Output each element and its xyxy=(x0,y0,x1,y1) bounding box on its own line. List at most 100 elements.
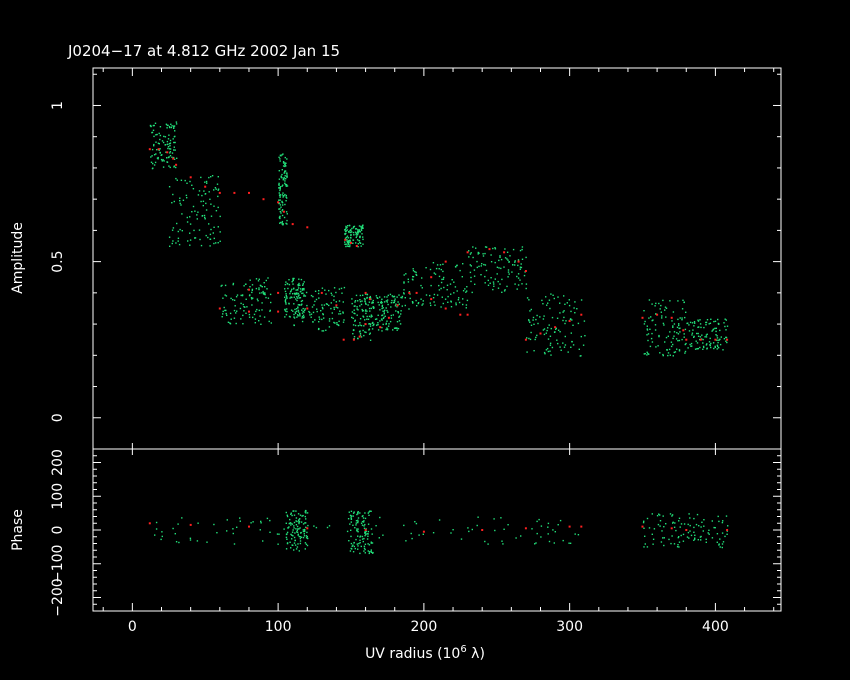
amplitude-data-point xyxy=(362,227,364,229)
phase-data-point xyxy=(695,523,698,526)
amplitude-data-point xyxy=(155,134,157,136)
amplitude-data-point xyxy=(168,236,171,238)
amplitude-data-point xyxy=(152,162,154,165)
amplitude-data-point xyxy=(254,322,256,324)
amplitude-data-point xyxy=(241,294,244,297)
amplitude-data-point xyxy=(230,297,232,300)
phase-data-point xyxy=(671,535,673,537)
amplitude-data-point xyxy=(689,321,692,324)
amplitude-data-point xyxy=(167,143,169,145)
amplitude-model-point xyxy=(466,251,469,254)
amplitude-data-point xyxy=(160,158,163,161)
amplitude-data-point xyxy=(390,306,392,308)
amplitude-data-point xyxy=(279,158,281,160)
amplitude-data-point xyxy=(441,296,443,298)
phase-data-point xyxy=(216,532,218,534)
amplitude-data-point xyxy=(340,287,343,290)
phase-model-point xyxy=(726,529,729,531)
amplitude-data-point xyxy=(333,321,335,324)
amplitude-data-point xyxy=(267,297,270,299)
amplitude-data-point xyxy=(279,221,282,224)
amplitude-data-point xyxy=(664,306,667,308)
amplitude-data-point xyxy=(360,303,363,306)
amplitude-data-point xyxy=(350,234,352,236)
phase-data-point xyxy=(644,535,646,537)
amplitude-data-point xyxy=(338,288,341,290)
phase-data-point xyxy=(368,511,370,513)
amplitude-model-point xyxy=(408,291,411,294)
amplitude-data-point xyxy=(359,241,361,244)
amplitude-data-point xyxy=(285,294,287,297)
amplitude-data-point xyxy=(302,314,305,316)
amplitude-data-point xyxy=(555,327,557,329)
amplitude-data-point xyxy=(470,280,472,283)
phase-data-point xyxy=(450,532,452,534)
phase-data-point xyxy=(295,520,297,522)
amplitude-data-point xyxy=(178,243,181,246)
amplitude-data-point xyxy=(674,351,677,353)
amplitude-data-point xyxy=(250,297,253,299)
amplitude-data-point xyxy=(401,305,403,307)
phase-data-point xyxy=(296,525,299,528)
amplitude-data-point xyxy=(442,278,445,280)
amplitude-data-point xyxy=(232,282,235,285)
phase-data-point xyxy=(405,540,407,542)
amplitude-data-point xyxy=(345,225,347,228)
amplitude-data-point xyxy=(451,279,453,281)
amplitude-data-point xyxy=(217,226,219,228)
amplitude-data-point xyxy=(356,232,358,234)
phase-data-point xyxy=(553,542,555,544)
amplitude-data-point xyxy=(358,240,360,242)
amplitude-data-point xyxy=(361,226,364,228)
phase-data-point xyxy=(285,522,287,524)
amplitude-data-point xyxy=(397,312,400,314)
amplitude-data-point xyxy=(278,202,281,204)
amplitude-data-point xyxy=(180,204,182,206)
phase-data-point xyxy=(302,514,304,517)
amplitude-data-cluster xyxy=(686,318,729,351)
phase-data-point xyxy=(278,533,280,535)
phase-data-point xyxy=(299,518,301,520)
amplitude-data-point xyxy=(198,229,201,231)
amplitude-data-point xyxy=(217,188,220,190)
amplitude-data-point xyxy=(177,237,180,239)
amplitude-data-point xyxy=(286,297,288,299)
amplitude-data-cluster xyxy=(526,293,586,357)
amplitude-data-point xyxy=(159,148,161,150)
phase-data-point xyxy=(371,542,374,544)
amplitude-data-point xyxy=(528,319,530,321)
phase-data-point xyxy=(291,523,294,525)
amplitude-data-point xyxy=(293,277,295,280)
amplitude-data-point xyxy=(557,329,560,331)
amplitude-data-point xyxy=(583,320,586,322)
amplitude-data-point xyxy=(715,327,717,329)
amplitude-data-point xyxy=(564,303,566,305)
amplitude-data-point xyxy=(196,218,198,220)
phase-data-point xyxy=(354,547,356,550)
amplitude-data-point xyxy=(713,347,715,350)
amplitude-data-point xyxy=(171,156,173,158)
amplitude-data-point xyxy=(316,310,318,313)
amplitude-data-point xyxy=(251,291,253,294)
amplitude-data-point xyxy=(211,175,214,177)
phase-data-point xyxy=(364,512,366,514)
amplitude-data-point xyxy=(382,307,384,309)
amplitude-data-point xyxy=(441,278,443,281)
amplitude-data-point xyxy=(412,268,414,270)
amplitude-data-point xyxy=(171,152,174,154)
amplitude-data-point xyxy=(386,320,388,322)
amplitude-data-point xyxy=(559,302,561,304)
amplitude-data-point xyxy=(462,290,465,292)
amplitude-data-point xyxy=(360,229,363,231)
phase-data-point xyxy=(172,527,174,530)
amplitude-data-point xyxy=(421,304,423,306)
amplitude-data-point xyxy=(532,319,534,321)
phase-data-point xyxy=(658,513,660,515)
amplitude-data-point xyxy=(578,348,580,350)
amplitude-data-point xyxy=(197,194,200,196)
amplitude-data-point xyxy=(496,266,499,268)
phase-data-point xyxy=(557,524,559,526)
amplitude-data-point xyxy=(278,208,280,210)
amplitude-data-point xyxy=(519,279,521,281)
phase-data-point xyxy=(364,534,366,537)
